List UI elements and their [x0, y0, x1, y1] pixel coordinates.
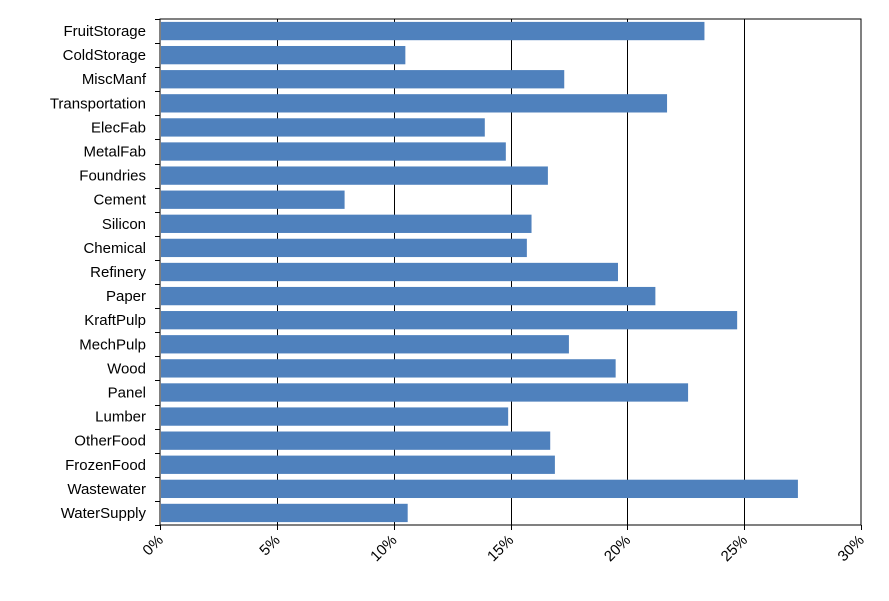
- bar: [161, 238, 527, 258]
- category-labels: FruitStorage ColdStorage MiscManf Transport…: [50, 23, 147, 522]
- bar: [161, 118, 485, 137]
- bar: [161, 455, 555, 474]
- category-label: Chemical: [83, 240, 146, 257]
- x-tick-labels: 0% 5% 10% 15% 20% 25% 30%: [139, 532, 867, 565]
- category-label: Foundries: [79, 168, 146, 185]
- bar: [161, 431, 551, 450]
- bar: [161, 286, 656, 306]
- bar: [161, 70, 565, 89]
- y-axis-ticks: [155, 19, 160, 526]
- category-label: Lumber: [95, 409, 146, 426]
- bar: [161, 45, 406, 65]
- bar: [161, 311, 738, 330]
- category-label: WaterSupply: [61, 505, 147, 522]
- bar: [161, 262, 618, 282]
- category-label: Cement: [93, 192, 146, 209]
- x-axis-ticks: [160, 525, 862, 530]
- category-label: Silicon: [102, 216, 146, 233]
- x-tick-label: 30%: [835, 532, 868, 565]
- bar: [161, 190, 345, 209]
- category-label: Paper: [106, 288, 146, 305]
- category-label: Refinery: [90, 264, 146, 281]
- bars: [161, 21, 798, 523]
- x-tick-label: 0%: [139, 532, 166, 559]
- bar: [161, 407, 509, 426]
- bar: [161, 383, 689, 402]
- category-label: MechPulp: [79, 336, 146, 353]
- bar: [161, 335, 569, 354]
- bar: [161, 94, 668, 113]
- category-label: KraftPulp: [84, 312, 146, 329]
- bar: [161, 214, 532, 233]
- x-tick-label: 5%: [256, 532, 283, 559]
- category-label: Wood: [107, 360, 146, 377]
- category-label: Transportation: [50, 95, 146, 112]
- bar: [161, 21, 705, 41]
- category-label: FrozenFood: [65, 457, 146, 474]
- bar: [161, 359, 616, 378]
- bar: [161, 479, 798, 499]
- category-label: FruitStorage: [63, 23, 146, 40]
- category-label: MetalFab: [83, 144, 146, 161]
- bar: [161, 166, 548, 185]
- category-label: ElecFab: [91, 119, 146, 136]
- plot-area-frame: [159, 18, 862, 526]
- category-label: Wastewater: [67, 481, 146, 498]
- x-tick-label: 20%: [601, 532, 634, 565]
- category-label: Panel: [108, 384, 146, 401]
- category-label: MiscManf: [82, 71, 147, 88]
- category-label: OtherFood: [74, 433, 146, 450]
- bar: [161, 503, 408, 523]
- category-label: ColdStorage: [63, 47, 146, 64]
- x-tick-label: 15%: [484, 532, 517, 565]
- bar: [161, 142, 506, 161]
- x-tick-label: 10%: [367, 532, 400, 565]
- x-tick-label: 25%: [718, 532, 751, 565]
